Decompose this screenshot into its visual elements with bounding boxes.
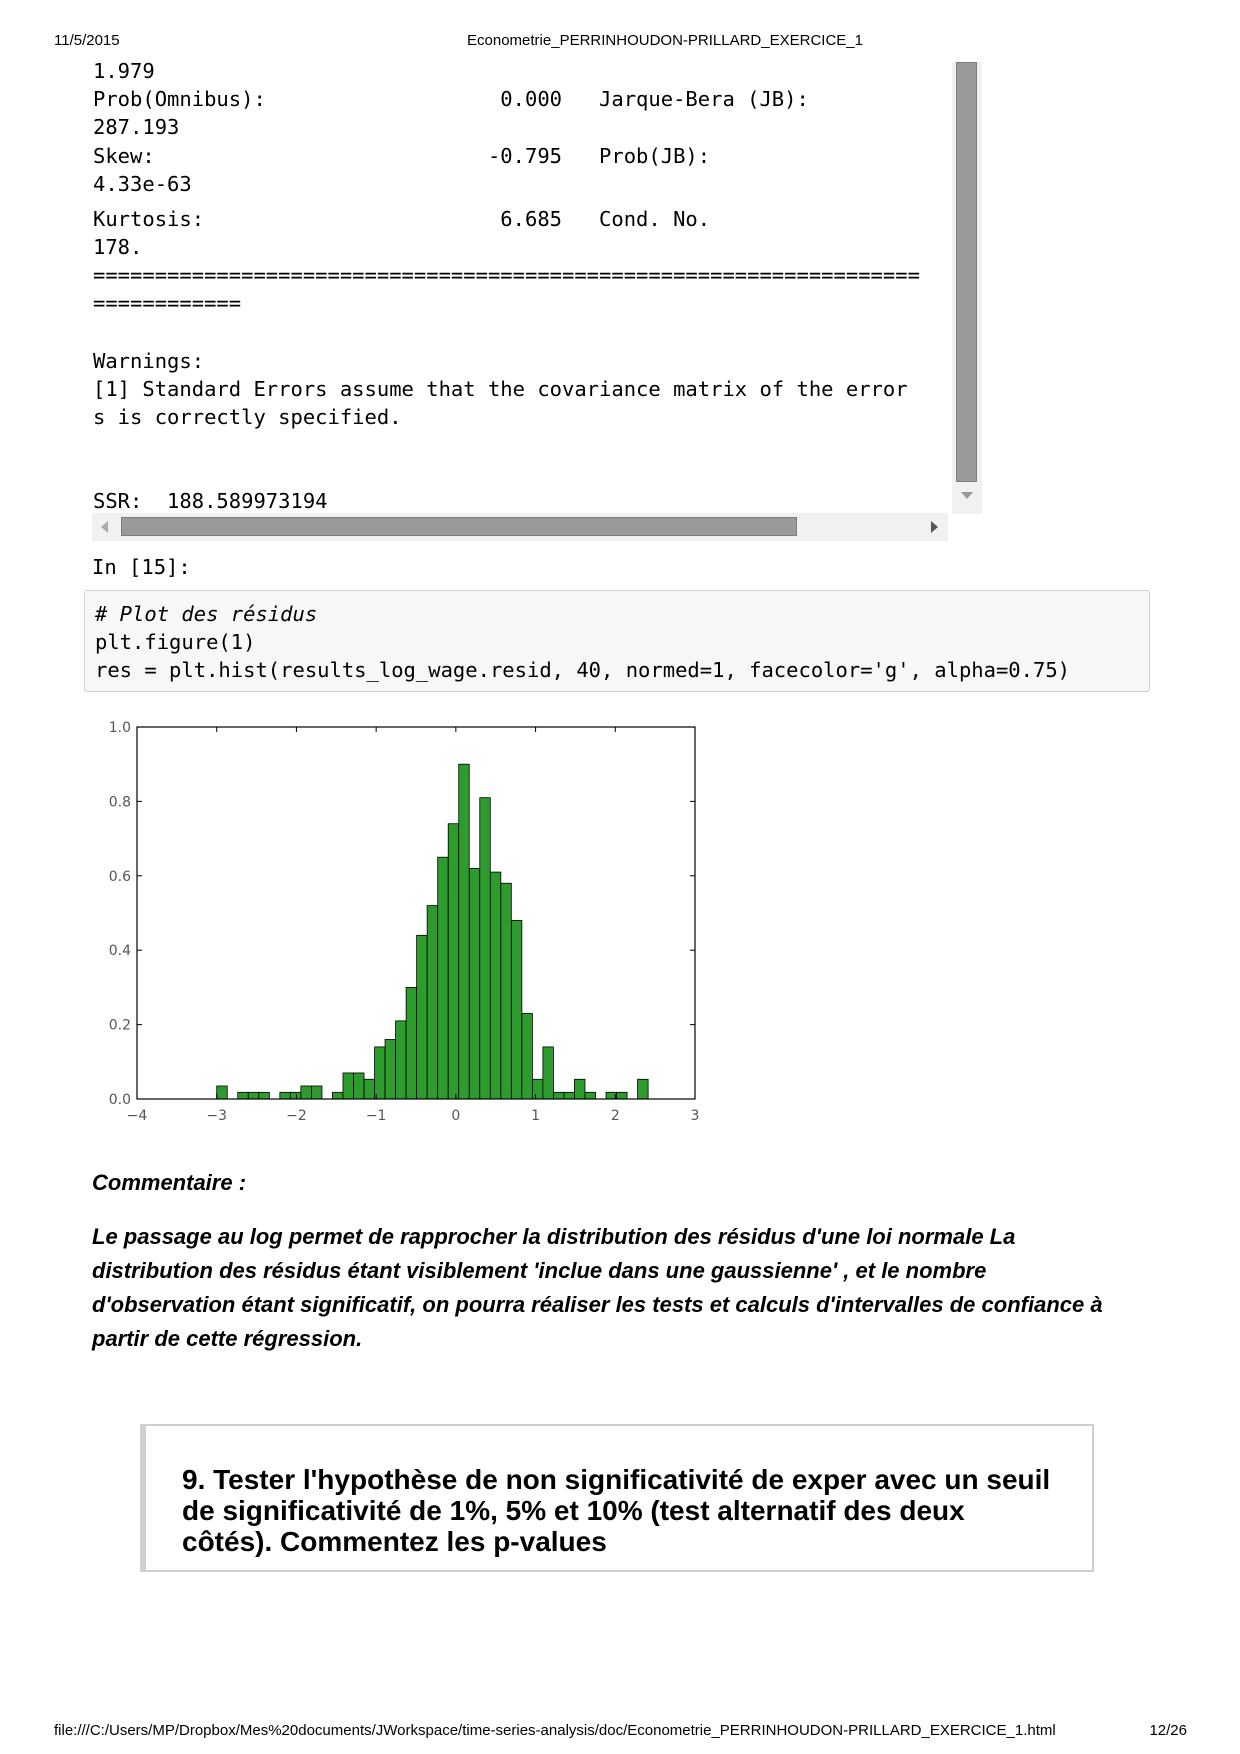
- histogram-bar: [279, 1091, 291, 1100]
- histogram-bar: [447, 823, 460, 1100]
- code-line: plt.figure(1): [95, 630, 256, 654]
- x-tick-label: 0: [451, 1108, 460, 1124]
- vertical-scrollbar[interactable]: [952, 62, 982, 514]
- histogram-bar: [616, 1091, 628, 1100]
- output-line: 178.: [93, 235, 143, 259]
- histogram-bar: [289, 1091, 302, 1100]
- histogram-bar: [521, 1013, 533, 1100]
- histogram-bar: [500, 882, 512, 1100]
- x-tick-label: −3: [206, 1108, 227, 1124]
- print-title: Econometrie_PERRINHOUDON-PRILLARD_EXERCI…: [467, 32, 863, 49]
- histogram-bar: [384, 1039, 396, 1100]
- histogram-bar: [216, 1085, 228, 1100]
- histogram-bar: [374, 1046, 386, 1100]
- histogram-bar: [637, 1078, 649, 1100]
- x-tick-label: −4: [127, 1108, 148, 1124]
- plot-frame: [136, 726, 696, 1100]
- histogram-bar: [237, 1091, 249, 1100]
- histogram-bar: [437, 856, 449, 1100]
- warning-text: s is correctly specified.: [93, 405, 402, 429]
- output-line: 1.979: [93, 59, 155, 83]
- histogram-bar: [542, 1046, 554, 1100]
- histogram-bar: [353, 1072, 365, 1100]
- histogram-bar: [300, 1085, 312, 1100]
- code-cell[interactable]: # Plot des résidus plt.figure(1) res = p…: [84, 590, 1150, 692]
- histogram-bar: [247, 1091, 260, 1100]
- histogram-bar: [342, 1072, 354, 1100]
- x-tick-label: 1: [531, 1108, 540, 1124]
- print-page-number: 12/26: [1149, 1722, 1187, 1739]
- code-comment: # Plot des résidus: [95, 602, 318, 626]
- horizontal-scroll-thumb[interactable]: [121, 517, 797, 536]
- histogram-bar: [468, 867, 481, 1100]
- output-area[interactable]: 1.979 Prob(Omnibus): 0.000 Jarque-Bera (…: [80, 58, 948, 510]
- histogram-bar: [553, 1091, 565, 1100]
- section-heading: 9. Tester l'hypothèse de non significati…: [182, 1464, 1051, 1557]
- histogram-bar: [416, 934, 428, 1100]
- scroll-down-arrow-icon[interactable]: [961, 492, 973, 499]
- x-tick-label: 3: [691, 1108, 700, 1124]
- histogram-bar: [479, 797, 491, 1100]
- histogram-bar: [332, 1091, 344, 1100]
- histogram-bar: [363, 1078, 375, 1100]
- histogram-bar: [311, 1085, 323, 1100]
- y-tick-label: 1.0: [109, 720, 131, 736]
- scroll-right-arrow-icon[interactable]: [931, 521, 938, 533]
- residuals-histogram: −4 −3 −2 −1 0 1 2 3 0.0 0.2 0.4 0.6 0.8 1.0: [109, 720, 700, 1124]
- commentary-title: Commentaire :: [92, 1170, 247, 1195]
- print-footer-path: file:///C:/Users/MP/Dropbox/Mes%20docume…: [54, 1722, 1056, 1739]
- output-line: Kurtosis: 6.685 Cond. No.: [93, 207, 711, 231]
- code-line: res = plt.hist(results_log_wage.resid, 4…: [95, 658, 1071, 682]
- histogram-bar: [489, 871, 502, 1100]
- histogram-bar: [258, 1091, 270, 1100]
- commentary-text: Le passage au log permet de rapprocher l…: [92, 1224, 1103, 1351]
- output-separator: ========================================…: [93, 263, 920, 287]
- output-line: Prob(Omnibus): 0.000 Jarque-Bera (JB):: [93, 87, 809, 111]
- histogram-bar: [405, 986, 418, 1100]
- y-tick-label: 0.4: [109, 943, 131, 959]
- histogram-bar: [563, 1091, 575, 1100]
- y-tick-label: 0.8: [109, 794, 131, 810]
- y-tick-label: 0.6: [109, 869, 131, 885]
- vertical-scroll-thumb[interactable]: [956, 62, 977, 482]
- histogram-bar: [584, 1091, 596, 1100]
- horizontal-scrollbar[interactable]: [92, 513, 948, 541]
- output-line: 287.193: [93, 115, 180, 139]
- output-separator: ============: [93, 291, 242, 315]
- section-heading-box: 9. Tester l'hypothèse de non significati…: [140, 1424, 1094, 1572]
- warning-text: [1] Standard Errors assume that the cova…: [93, 377, 908, 401]
- output-line: Skew: -0.795 Prob(JB):: [93, 144, 711, 168]
- scroll-left-arrow-icon[interactable]: [101, 521, 108, 533]
- y-tick-label: 0.0: [109, 1092, 131, 1108]
- histogram-bar: [458, 763, 470, 1100]
- warnings-label: Warnings:: [93, 349, 205, 373]
- histogram-bar: [574, 1078, 586, 1100]
- print-date: 11/5/2015: [54, 32, 120, 49]
- histogram-bar: [531, 1078, 544, 1100]
- histogram-bar: [395, 1020, 407, 1100]
- ssr-line: SSR: 188.589973194: [93, 489, 328, 510]
- x-tick-label: −1: [366, 1108, 387, 1124]
- input-prompt: In [15]:: [92, 555, 191, 579]
- x-tick-label: 2: [611, 1108, 620, 1124]
- output-line: 4.33e-63: [93, 172, 192, 196]
- histogram-bar: [426, 905, 439, 1100]
- x-tick-label: −2: [286, 1108, 307, 1124]
- histogram-bar: [510, 920, 523, 1100]
- y-tick-label: 0.2: [109, 1018, 131, 1034]
